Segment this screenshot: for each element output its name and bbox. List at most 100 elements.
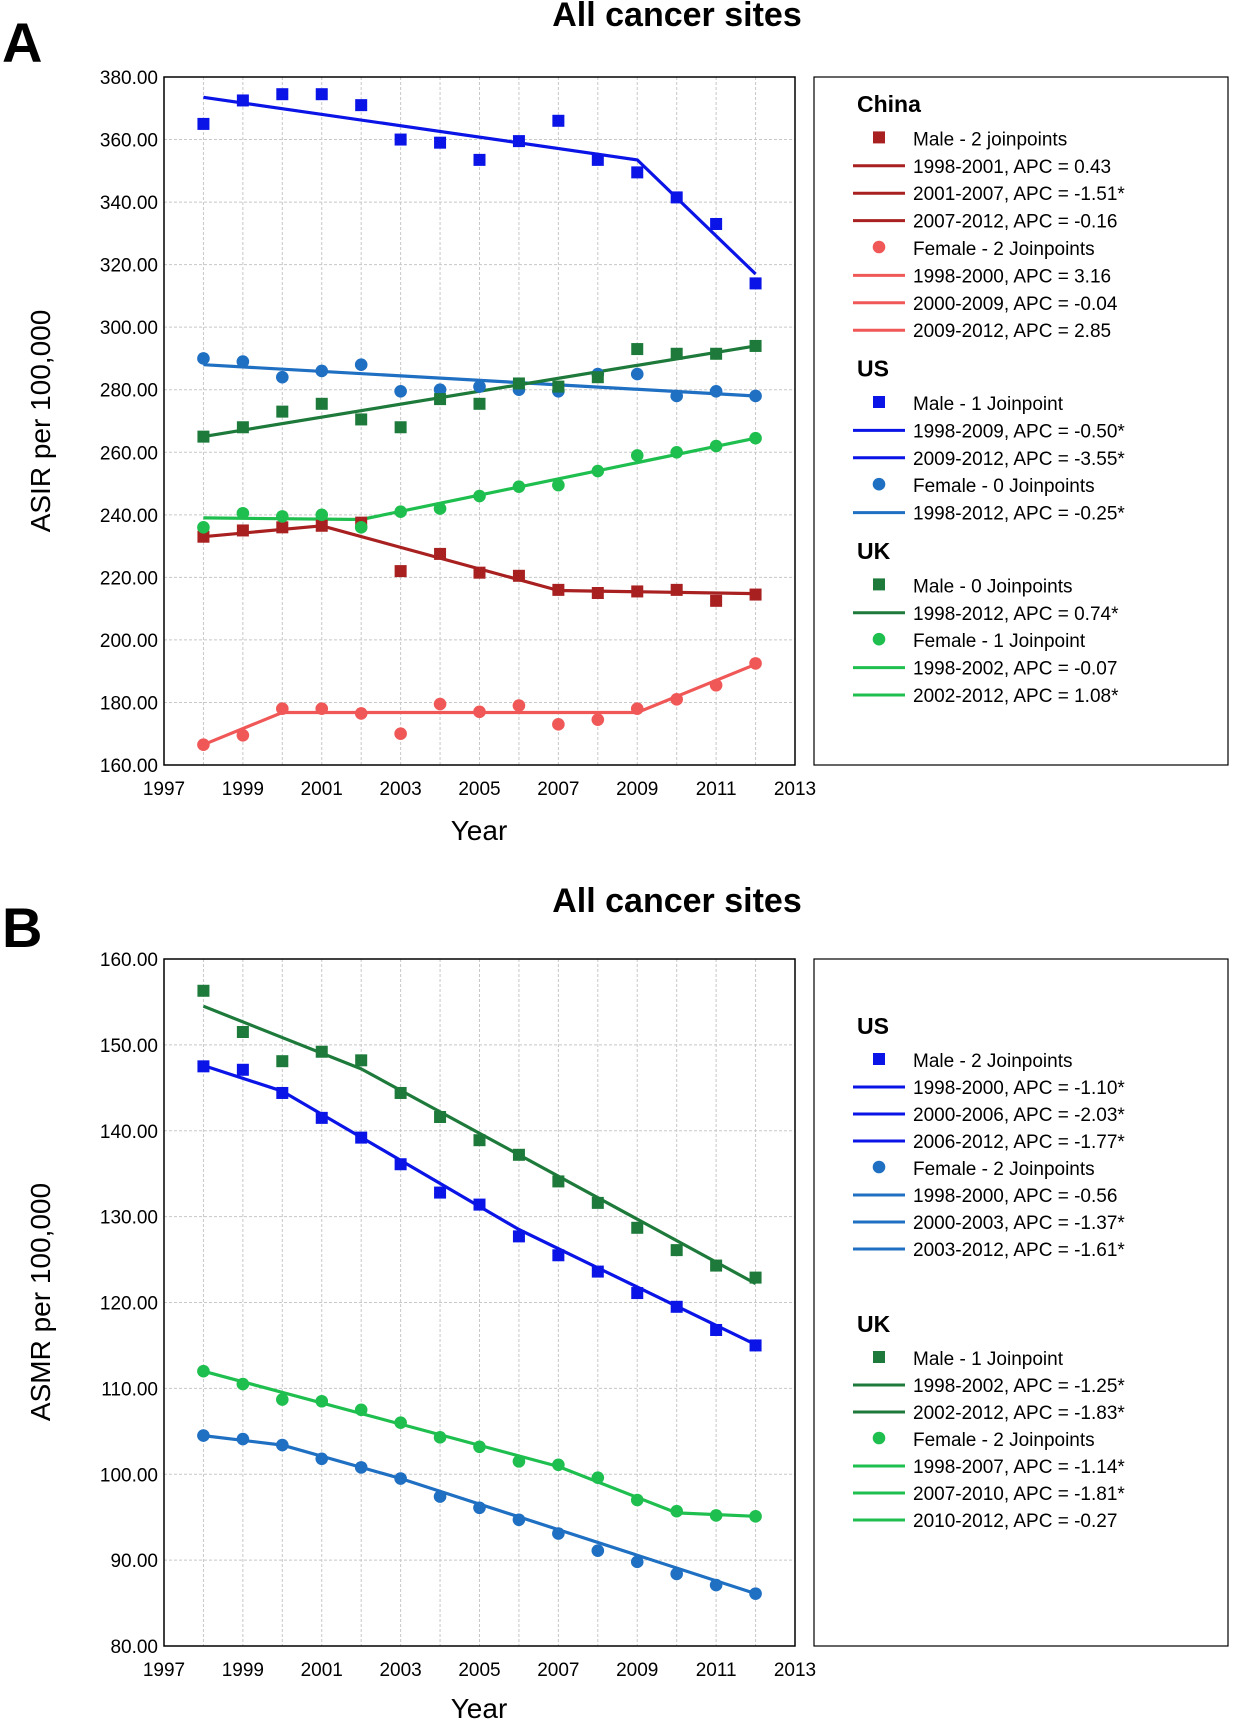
us-male-point: [315, 88, 328, 101]
legend-square-marker: [873, 578, 885, 591]
china-female-fit-line: [202, 662, 757, 747]
us-female-point: [473, 380, 486, 393]
uk-female-point: [709, 439, 723, 453]
legend-entry-label: Male - 1 Joinpoint: [913, 394, 1064, 415]
y-tick-label: 130.00: [100, 1208, 158, 1229]
us-female-point: [512, 1513, 526, 1527]
uk-male-point: [473, 397, 486, 410]
uk-female-point: [552, 1458, 565, 1472]
panel-a-markers: [197, 88, 762, 751]
x-tick-label: 2013: [774, 1660, 816, 1681]
china-female-point: [394, 727, 407, 741]
y-tick-label: 180.00: [100, 693, 158, 714]
uk-female-point: [473, 1440, 486, 1454]
uk-female-point: [630, 1493, 644, 1507]
china-female-point: [354, 707, 368, 720]
uk-female-point: [354, 1403, 368, 1417]
x-tick-label: 1997: [143, 779, 185, 800]
us-female-point: [749, 389, 762, 403]
legend-entry-label: 1998-2000, APC = -1.10*: [913, 1078, 1125, 1099]
uk-male-point: [512, 1148, 525, 1161]
uk-male-point: [276, 405, 289, 418]
panel-b-letter: B: [2, 896, 42, 959]
legend-entry-label: Male - 0 Joinpoints: [913, 576, 1072, 597]
china-female-point: [315, 702, 329, 716]
uk-male-point: [710, 1259, 723, 1272]
us-female-point: [394, 384, 407, 398]
uk-male-point: [512, 377, 525, 390]
china-male-point: [710, 594, 723, 607]
uk-female-point: [276, 510, 289, 523]
legend-entry-label: Female - 2 Joinpoints: [913, 239, 1095, 260]
legend-entry-label: Female - 2 Joinpoints: [913, 1159, 1095, 1180]
china-male-point: [512, 569, 525, 582]
panel-b-ticks: 1997 1999 2001 2003 2005 2007 2009 2011 2013 80.0…: [100, 950, 816, 1681]
legend-heading: US: [857, 356, 889, 382]
legend-circle-marker: [872, 632, 886, 646]
us-female-point: [630, 1555, 644, 1569]
us-female-point: [630, 367, 644, 381]
panel-b-x-axis-label: Year: [451, 1693, 508, 1722]
us-female-point: [709, 384, 723, 398]
legend-heading: UK: [857, 538, 891, 564]
x-tick-label: 1999: [222, 1660, 264, 1681]
us-male-point: [631, 1287, 644, 1300]
us-male-point: [591, 153, 604, 166]
legend-entry-label: Male - 2 Joinpoints: [913, 1051, 1072, 1072]
x-tick-label: 2001: [301, 1660, 343, 1681]
uk-male-point: [197, 430, 210, 443]
us-male-point: [434, 136, 447, 149]
legend-entry-label: 2010-2012, APC = -0.27: [913, 1511, 1117, 1532]
us-male-point: [749, 277, 762, 290]
china-male-point: [552, 583, 565, 596]
uk-male-point: [236, 1025, 249, 1038]
uk-female-point: [512, 480, 526, 493]
us-female-point: [709, 1578, 723, 1592]
x-tick-label: 2009: [616, 779, 658, 800]
y-tick-label: 140.00: [100, 1122, 158, 1143]
us-female-point: [197, 1429, 210, 1442]
panel-b-plot-frame: [163, 958, 796, 1647]
y-tick-label: 90.00: [110, 1551, 158, 1572]
us-male-point: [197, 117, 210, 130]
y-tick-label: 160.00: [100, 950, 158, 971]
y-tick-label: 340.00: [100, 193, 158, 214]
us-male-point: [631, 166, 644, 179]
legend-entry-label: Male - 1 Joinpoint: [913, 1349, 1064, 1370]
y-tick-label: 380.00: [100, 68, 158, 89]
us-female-point: [591, 1544, 605, 1557]
uk-female-point: [433, 1431, 447, 1444]
y-tick-label: 200.00: [100, 631, 158, 652]
panel-b-y-axis-label: ASMR per 100,000: [25, 1183, 56, 1421]
x-tick-label: 2003: [379, 1660, 421, 1681]
legend-heading: China: [857, 91, 921, 117]
uk-male-point: [394, 421, 407, 434]
us-male-point: [552, 114, 565, 127]
us-female-point: [236, 1432, 250, 1446]
us-male-point: [236, 94, 249, 107]
x-tick-label: 2011: [696, 779, 737, 800]
legend-entry-label: 1998-2012, APC = -0.25*: [913, 504, 1125, 525]
uk-male-point: [631, 343, 644, 356]
panel-a-y-axis-label: ASIR per 100,000: [25, 310, 56, 533]
us-female-point: [236, 355, 250, 368]
us-female-point: [749, 1587, 762, 1600]
china-male-point: [434, 547, 447, 560]
x-tick-label: 1997: [143, 1660, 185, 1681]
us-female-point: [354, 1461, 368, 1474]
panel-a-legend-frame: [813, 76, 1229, 766]
uk-female-point: [354, 521, 368, 534]
legend-entry-label: 1998-2002, APC = -1.25*: [913, 1376, 1125, 1397]
uk-male-point: [473, 1134, 486, 1147]
us-female-point: [473, 1501, 486, 1515]
us-male-point: [473, 1198, 486, 1211]
uk-male-point: [276, 1055, 289, 1068]
us-male-point: [710, 1323, 723, 1336]
uk-male-point: [749, 339, 762, 352]
legend-entry-label: 1998-2000, APC = 3.16: [913, 266, 1111, 287]
us-male-fit-line: [203, 95, 757, 276]
china-female-point: [276, 702, 289, 716]
us-female-point: [394, 1472, 407, 1485]
panel-b-legend-frame: [813, 958, 1229, 1647]
china-female-point: [630, 702, 644, 716]
